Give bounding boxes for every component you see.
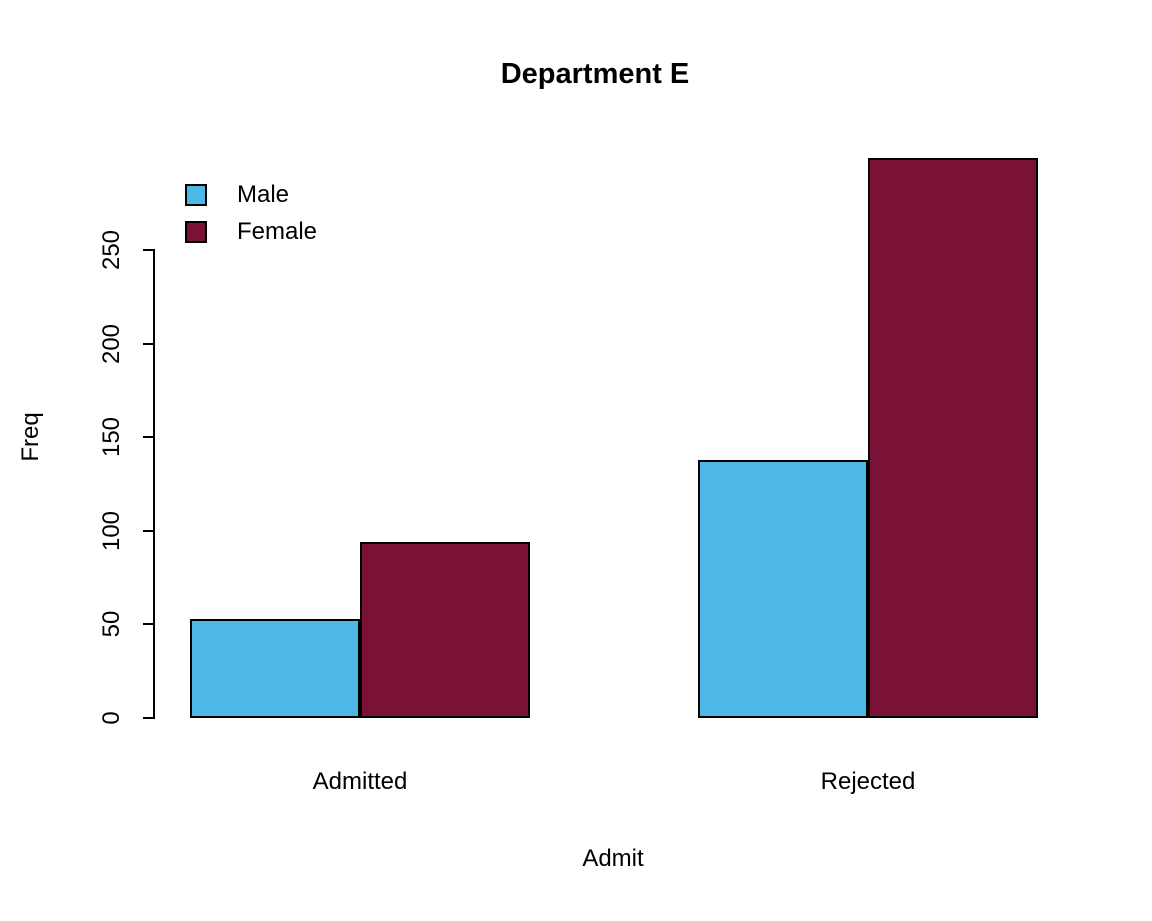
bar-admitted-female [360,542,530,718]
legend-label-male: Male [237,181,290,208]
y-tick [143,436,155,439]
y-axis-line [153,249,155,719]
x-axis-label: Admit [582,845,644,872]
y-tick [143,623,155,626]
legend-swatch-female [185,221,207,243]
bar-rejected-male [698,459,868,718]
y-tick-label: 200 [98,323,125,364]
chart-title: Department E [500,58,690,90]
legend-swatch-male [185,184,207,206]
y-tick-label: 100 [98,510,125,551]
bar-rejected-female [868,158,1038,718]
bar-admitted-male [190,618,360,718]
y-axis-label: Freq [17,412,44,462]
category-label-rejected: Rejected [820,768,916,795]
y-tick-label: 250 [98,229,125,271]
category-label-admitted: Admitted [312,768,408,795]
y-tick-label: 50 [98,611,125,638]
y-tick [143,717,155,719]
y-tick [143,249,155,251]
y-tick [143,342,155,345]
y-tick-label: 0 [98,711,125,725]
y-tick-label: 150 [98,417,125,458]
y-tick [143,529,155,532]
legend-label-female: Female [237,218,318,245]
